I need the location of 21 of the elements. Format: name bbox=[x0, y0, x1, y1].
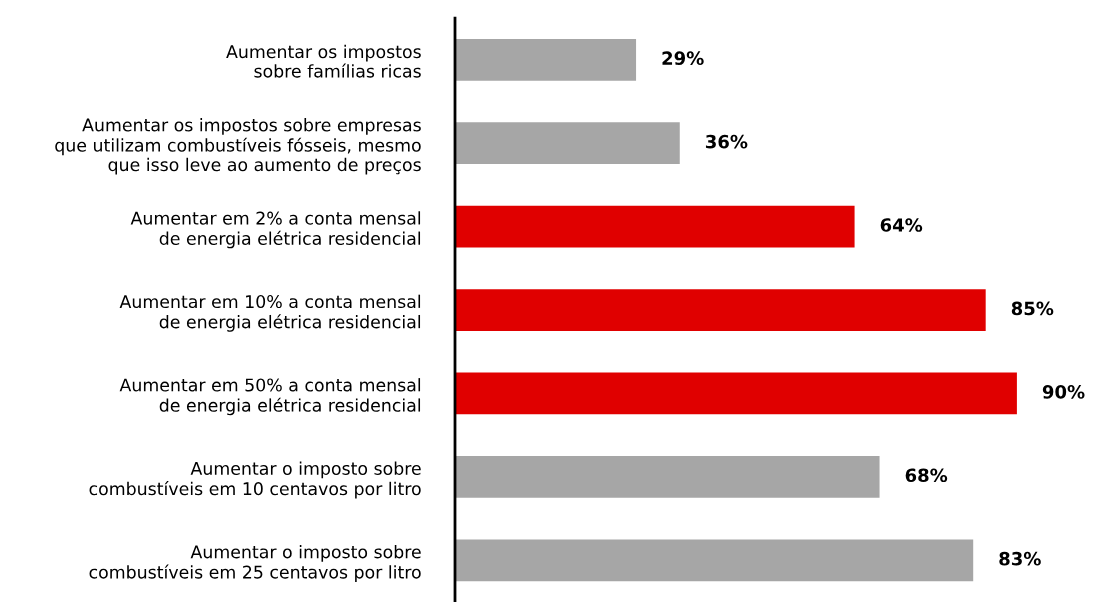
y-tick-label: Aumentar os impostos sobre empresas que utilizam combustíveis fósseis, mesmo que isso leve ao aumento de preços bbox=[55, 118, 421, 175]
y-tick-label: Aumentar em 50% a conta mensal de energia elétrica residencial bbox=[119, 378, 421, 416]
data-label: 90% bbox=[1042, 385, 1085, 399]
y-tick-label: Aumentar o imposto sobre combustíveis em 10 centavos por litro bbox=[89, 461, 421, 499]
bar bbox=[455, 372, 1017, 415]
data-label: 68% bbox=[905, 468, 948, 483]
bar bbox=[455, 38, 637, 81]
y-tick-label: Aumentar os impostos sobre famílias ricas bbox=[226, 44, 421, 78]
y-tick-label: Aumentar o imposto sobre combustíveis em 25 centavos por litro bbox=[89, 544, 421, 583]
data-label: 85% bbox=[1011, 301, 1054, 316]
y-tick-label: Aumentar em 2% a conta mensal de energia elétrica residencial bbox=[130, 211, 421, 249]
data-label: 83% bbox=[999, 551, 1041, 566]
bar bbox=[455, 122, 680, 165]
bar bbox=[455, 205, 855, 248]
bar bbox=[455, 456, 880, 498]
bar bbox=[455, 539, 974, 582]
data-label: 29% bbox=[662, 51, 704, 66]
bar bbox=[455, 289, 986, 331]
data-label: 36% bbox=[705, 134, 748, 149]
y-tick-label: Aumentar em 10% a conta mensal de energia elétrica residencial bbox=[119, 294, 421, 332]
data-label: 64% bbox=[880, 218, 923, 232]
